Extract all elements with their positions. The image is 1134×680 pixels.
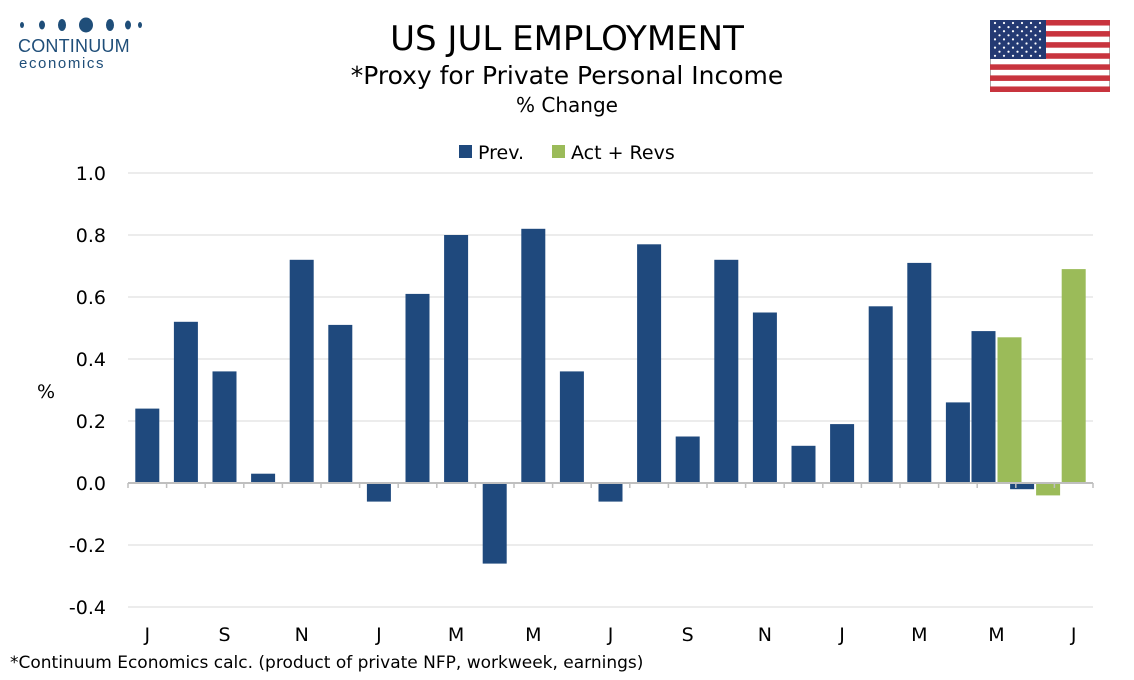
x-tick-label: M — [988, 624, 1004, 646]
bar-prev — [830, 424, 855, 483]
bar-prev — [945, 402, 970, 483]
x-tick-label: N — [758, 624, 772, 646]
bar-prev — [752, 312, 777, 483]
logo-sub: economics — [19, 55, 106, 72]
bar-prev — [482, 483, 507, 564]
bar-prev — [1010, 483, 1035, 490]
chart-subtitle: *Proxy for Private Personal Income — [350, 61, 784, 90]
legend-label-act-revs: Act + Revs — [571, 142, 675, 164]
legend-label-prev: Prev. — [478, 142, 524, 164]
bar-prev — [637, 244, 662, 483]
bar-act-revs — [997, 337, 1022, 483]
bar-act-revs — [1036, 483, 1061, 496]
bar-prev — [791, 445, 816, 483]
y-tick-label: 0.8 — [76, 225, 106, 247]
x-tick-label: J — [838, 624, 845, 646]
x-tick-label: M — [448, 624, 464, 646]
y-tick-label: 0.0 — [76, 473, 106, 495]
bar-prev — [521, 228, 546, 483]
bar-prev — [366, 483, 391, 502]
x-tick-label: J — [375, 624, 382, 646]
legend-swatch-act-revs — [552, 145, 565, 158]
bar-prev — [289, 259, 314, 483]
bar-prev — [135, 408, 160, 483]
bar-prev — [907, 262, 932, 483]
x-tick-label: M — [911, 624, 927, 646]
bar-prev — [444, 235, 469, 483]
chart-title: US JUL EMPLOYMENT — [390, 19, 744, 59]
bar-prev — [675, 436, 700, 483]
y-tick-label: 0.2 — [76, 411, 106, 433]
x-tick-label: J — [607, 624, 614, 646]
bar-prev — [598, 483, 623, 502]
logo-name: CONTINUUM — [18, 36, 130, 56]
legend-swatch-prev — [459, 145, 472, 158]
y-tick-label: 0.4 — [76, 349, 106, 371]
bar-prev — [173, 321, 198, 483]
x-tick-label: J — [143, 624, 150, 646]
x-tick-label: M — [525, 624, 541, 646]
bar-prev — [971, 331, 996, 483]
x-tick-label: S — [682, 624, 694, 646]
footnote: *Continuum Economics calc. (product of p… — [10, 653, 644, 673]
bar-prev — [714, 259, 739, 483]
logo-dots-icon — [14, 14, 144, 36]
bar-prev — [251, 473, 276, 483]
y-tick-label: 1.0 — [76, 163, 106, 185]
y-tick-label: -0.4 — [69, 597, 106, 619]
x-tick-label: S — [218, 624, 230, 646]
y-tick-label: -0.2 — [69, 535, 106, 557]
x-tick-label: J — [1070, 624, 1077, 646]
legend: Prev. Act + Revs — [459, 142, 675, 164]
bar-act-revs — [1061, 269, 1086, 483]
bar-prev — [559, 371, 584, 483]
us-flag-icon — [989, 19, 1111, 93]
bar-prev — [405, 293, 430, 483]
y-tick-label: 0.6 — [76, 287, 106, 309]
continuum-logo: CONTINUUM economics — [14, 14, 144, 72]
chart-subtitle-unit: % Change — [516, 93, 618, 117]
bar-prev — [328, 324, 353, 483]
y-axis-label: % — [37, 381, 55, 403]
bar-prev — [868, 306, 893, 483]
bar-prev — [212, 371, 237, 483]
x-tick-label: N — [295, 624, 309, 646]
